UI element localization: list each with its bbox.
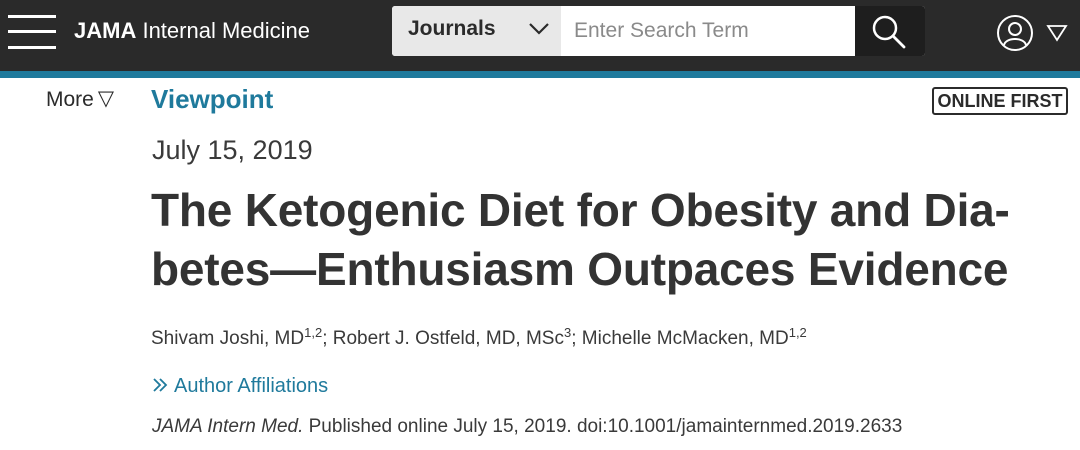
citation-journal: JAMA Intern Med. (152, 416, 304, 437)
search-button[interactable] (855, 6, 925, 56)
user-icon (997, 15, 1033, 51)
online-first-badge: ONLINE FIRST (932, 87, 1068, 115)
author-name[interactable]: Michelle McMacken, MD (581, 328, 789, 349)
article-category[interactable]: Viewpoint (151, 84, 274, 114)
brand-strong-text: JAMA (74, 18, 137, 43)
user-account-menu[interactable] (996, 14, 1070, 52)
article-citation: JAMA Intern Med. Published online July 1… (152, 416, 902, 438)
search-input[interactable] (561, 6, 847, 56)
hamburger-menu-icon[interactable] (8, 15, 56, 49)
journal-brand-logo[interactable]: JAMA Internal Medicine (74, 18, 310, 44)
author-affiliation-marker: 1,2 (788, 325, 807, 340)
journals-dropdown[interactable]: Journals (392, 6, 561, 56)
author-name[interactable]: Shivam Joshi, MD (151, 328, 305, 349)
author-affiliation-marker: 3 (563, 325, 572, 340)
author-affiliations-label: Author Affiliations (174, 375, 329, 397)
article-title-line-1: The Ketogenic Diet for Obesity and Dia- (151, 184, 1010, 236)
article-title-line-2: betes—Enthusiasm Outpaces Evidence (151, 243, 1009, 295)
search-bar: Journals (392, 6, 925, 56)
more-menu-button[interactable]: More ▽ (46, 86, 114, 112)
header-accent-stripe (0, 71, 1080, 78)
chevron-down-icon (529, 23, 549, 35)
author-affiliations-toggle[interactable]: Author Affiliations (152, 375, 328, 398)
article-title: The Ketogenic Diet for Obesity and Dia- … (151, 181, 1051, 299)
author-separator: ; (571, 328, 582, 349)
double-chevron-right-icon (153, 378, 168, 392)
author-list: Shivam Joshi, MD1,2; Robert J. Ostfeld, … (151, 325, 807, 350)
author-separator: ; (322, 328, 333, 349)
caret-down-icon (1046, 25, 1068, 42)
journals-dropdown-label: Journals (408, 17, 496, 40)
brand-rest-text: Internal Medicine (136, 18, 310, 43)
search-icon (872, 15, 906, 49)
author-name[interactable]: Robert J. Ostfeld, MD, MSc (332, 328, 564, 349)
publication-date: July 15, 2019 (152, 135, 313, 165)
caret-down-icon: ▽ (97, 87, 115, 110)
more-menu-label: More (46, 88, 94, 111)
citation-details: Published online July 15, 2019. doi:10.1… (303, 416, 903, 437)
author-affiliation-marker: 1,2 (304, 325, 323, 340)
